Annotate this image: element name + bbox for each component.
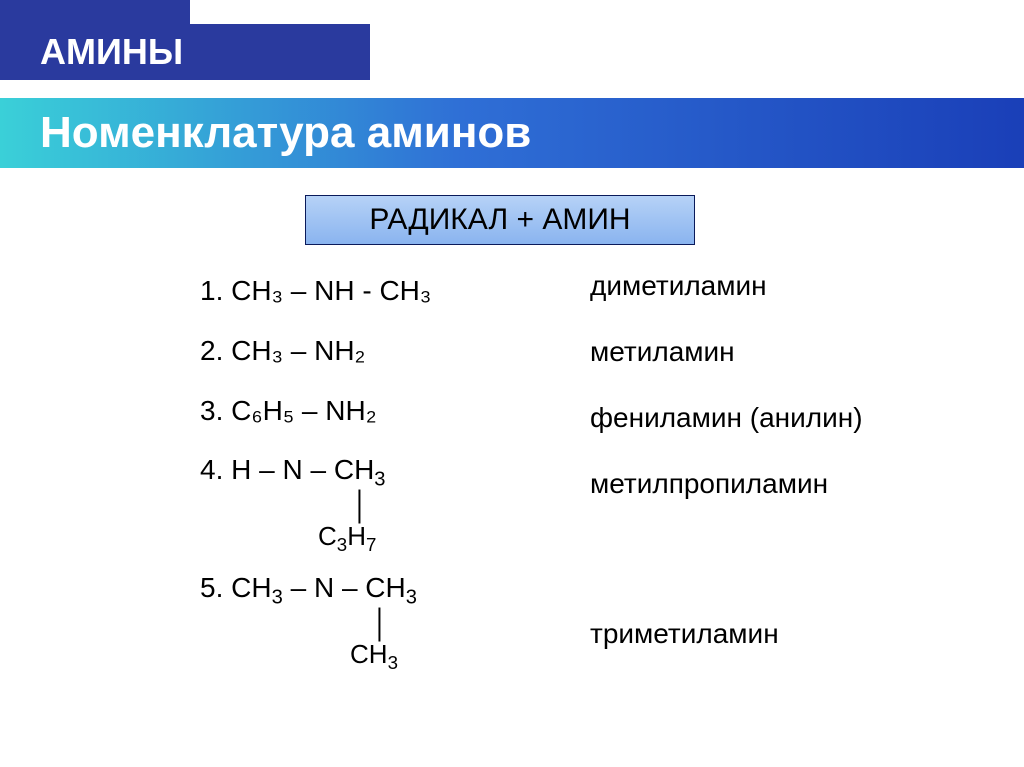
formula-num: 5. bbox=[200, 572, 223, 603]
formula-body: H – N – CH bbox=[231, 454, 374, 485]
naming-rule-text: РАДИКАЛ + АМИН bbox=[369, 203, 630, 237]
bond-bar: │ bbox=[352, 490, 370, 521]
formula-body: CH bbox=[231, 572, 271, 603]
name-2: метиламин bbox=[590, 336, 970, 368]
name-3: фениламин (анилин) bbox=[590, 402, 970, 434]
slide-title: АМИНЫ bbox=[40, 31, 183, 73]
formula-body: CH₃ – NH₂ bbox=[231, 335, 365, 366]
formula-sub: 3 bbox=[406, 587, 417, 609]
names-column: диметиламин метиламин фениламин (анилин)… bbox=[590, 270, 970, 684]
formula-5: 5. CH3 – N – CH3 │ CH3 bbox=[200, 573, 560, 673]
formula-sub: 3 bbox=[374, 469, 385, 491]
formula-body: C₆H₅ – NH₂ bbox=[231, 395, 376, 426]
subtitle-bar: Номенклатура аминов bbox=[0, 98, 1024, 168]
name-4: метилпропиламин bbox=[590, 468, 970, 500]
formula-num: 3. bbox=[200, 395, 223, 426]
formula-2: 2. CH₃ – NH₂ bbox=[200, 335, 560, 367]
name-5: триметиламин bbox=[590, 618, 970, 650]
formula-body: CH₃ – NH - CH₃ bbox=[231, 275, 431, 306]
formula-branch: C bbox=[318, 521, 337, 551]
formula-5-branch: CH3 bbox=[200, 640, 560, 674]
formula-num: 2. bbox=[200, 335, 223, 366]
formula-sub: 3 bbox=[272, 587, 283, 609]
formula-num: 4. bbox=[200, 454, 223, 485]
formula-body-mid: – N – CH bbox=[283, 572, 406, 603]
formula-sub: 3 bbox=[388, 652, 398, 673]
formula-4-bond: │ bbox=[200, 491, 560, 522]
formula-branch: CH bbox=[350, 639, 388, 669]
formula-3: 3. C₆H₅ – NH₂ bbox=[200, 395, 560, 427]
formula-5-bond: │ bbox=[200, 609, 560, 640]
formula-num: 1. bbox=[200, 275, 223, 306]
formula-4: 4. H – N – CH3 │ C3H7 bbox=[200, 455, 560, 555]
formula-branch-mid: H bbox=[347, 521, 366, 551]
bond-bar: │ bbox=[372, 608, 390, 639]
slide-subtitle: Номенклатура аминов bbox=[40, 108, 531, 158]
formula-4-main: 4. H – N – CH3 bbox=[200, 455, 560, 491]
top-accent-strip bbox=[0, 0, 190, 24]
formula-sub: 7 bbox=[366, 534, 376, 555]
formula-4-branch: C3H7 bbox=[200, 522, 560, 556]
formula-sub: 3 bbox=[337, 534, 347, 555]
formula-5-main: 5. CH3 – N – CH3 bbox=[200, 573, 560, 609]
title-bar: АМИНЫ bbox=[0, 24, 370, 80]
formula-1: 1. CH₃ – NH - CH₃ bbox=[200, 275, 560, 307]
formulas-column: 1. CH₃ – NH - CH₃ 2. CH₃ – NH₂ 3. C₆H₅ –… bbox=[200, 275, 560, 684]
naming-rule-box: РАДИКАЛ + АМИН bbox=[305, 195, 695, 245]
name-1: диметиламин bbox=[590, 270, 970, 302]
